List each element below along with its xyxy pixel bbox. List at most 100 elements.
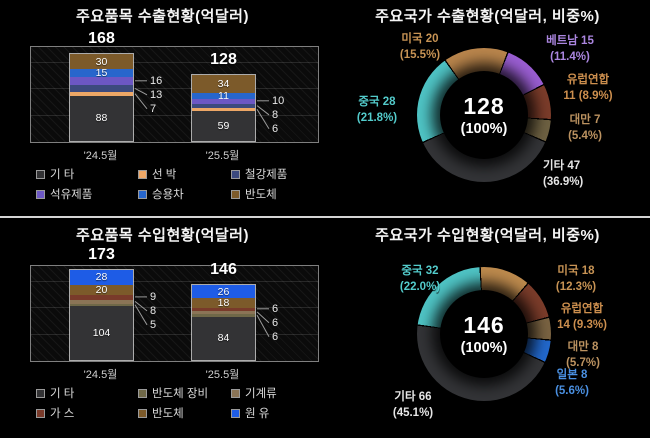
- legend-item: 반도체 장비: [138, 385, 231, 401]
- legend-swatch-icon: [138, 169, 147, 179]
- bar-total-label: 146: [210, 260, 237, 278]
- donut-slice-label: 유럽연합 14 (9.3%): [532, 301, 632, 333]
- legend-label: 반도체 장비: [152, 388, 209, 400]
- callout-value: 10: [272, 94, 285, 107]
- bar-segment: 30: [70, 53, 133, 70]
- donut-label-line: (5.6%): [555, 385, 589, 397]
- donut-label-line: (15.5%): [399, 49, 441, 61]
- donut-label-line: (11.4%): [550, 51, 590, 63]
- legend-label: 반도체: [245, 189, 277, 201]
- bar-segment-value: 26: [217, 285, 230, 298]
- callout-value: 6: [272, 316, 279, 329]
- donut-label-line: 대만 7: [569, 114, 601, 126]
- bar-segment-value: 15: [95, 67, 108, 80]
- donut-label-line: 유럽연합: [566, 74, 610, 86]
- bar-segment: 88: [70, 95, 133, 141]
- donut-label-line: 11 (8.9%): [563, 90, 613, 102]
- bar-segment: 28: [70, 270, 133, 285]
- donut-label-line: 유럽연합: [560, 303, 604, 315]
- legend-swatch-icon: [36, 189, 45, 199]
- donut-center-pct: (100%): [460, 121, 508, 137]
- donut-ring: 146 (100%): [417, 267, 551, 401]
- legend-swatch-icon: [231, 189, 240, 199]
- bar-total-label: 128: [210, 51, 237, 69]
- bar-segment: 11: [192, 89, 255, 102]
- callout-value: 6: [272, 122, 279, 135]
- bar-total-label: 173: [88, 246, 115, 264]
- callout-value: 9: [150, 290, 157, 303]
- donut-label-line: 중국 32: [401, 265, 439, 277]
- callout-value: 7: [150, 102, 157, 115]
- donut-slice-label: 중국 28 (21.8%): [329, 94, 425, 126]
- donut-label-line: 기타 66: [394, 391, 432, 403]
- legend-item: 기 타: [36, 166, 138, 182]
- legend-swatch-icon: [138, 189, 147, 199]
- gridline: [31, 333, 318, 335]
- bar-segment-value: 59: [217, 119, 230, 132]
- legend-item: 기계류: [231, 385, 324, 401]
- gridline: [31, 88, 318, 90]
- import-items-bar-chart: 104 20 28 173 9 8 5 84 18 26 146 6 6 6'24.5월 '25.5월 기 타…: [0, 219, 325, 438]
- bar-segment: [70, 294, 133, 300]
- gridline: [31, 114, 318, 116]
- donut-slice-label: 미국 20 (15.5%): [370, 31, 470, 63]
- donut-label-line: (12.3%): [555, 281, 597, 293]
- bar-segment: 104: [70, 306, 133, 360]
- bar-segment: 15: [70, 67, 133, 80]
- callout-value: 13: [150, 88, 163, 101]
- bar-segment-value: 84: [217, 332, 230, 345]
- callout-value: 6: [272, 330, 279, 343]
- legend-item: 가 스: [36, 405, 138, 421]
- donut-center: 146 (100%): [440, 290, 528, 378]
- legend-swatch-icon: [138, 408, 147, 418]
- bar-segment: 84: [192, 316, 255, 360]
- donut-slice-label: 기타 47 (36.9%): [543, 158, 643, 190]
- stacked-bar: 84 18 26: [191, 283, 256, 361]
- bar-segment: [70, 77, 133, 86]
- legend-item: 원 유: [231, 405, 324, 421]
- bar-total-label: 168: [88, 29, 115, 47]
- donut-slice-label: 대만 8 (5.7%): [533, 339, 633, 371]
- donut-center-pct: (100%): [460, 340, 508, 356]
- category-label: '25.5월: [205, 369, 240, 381]
- donut-center-value: 128: [463, 93, 505, 119]
- legend-label: 석유제품: [50, 189, 93, 201]
- donut-label-line: (22.0%): [399, 281, 441, 293]
- bar-segment: [70, 303, 133, 307]
- legend-label: 승용차: [152, 189, 184, 201]
- bar-segment: 20: [70, 285, 133, 295]
- bar-segment-value: 11: [218, 89, 229, 102]
- bar-segment-value: 30: [95, 55, 108, 68]
- legend-item: 선 박: [138, 166, 231, 182]
- stacked-bar: 88 15 30: [69, 52, 134, 142]
- donut-center: 128 (100%): [440, 71, 528, 159]
- legend-swatch-icon: [36, 169, 45, 179]
- donut-center-value: 146: [463, 312, 505, 338]
- donut-label-line: 14 (9.3%): [557, 319, 607, 331]
- bar-segment: 26: [192, 284, 255, 299]
- legend-swatch-icon: [231, 408, 240, 418]
- donut-label-line: 기타 47: [543, 160, 581, 172]
- panel-import-items: 주요품목 수입현황(억달러) 104 20 28 173 9 8 5 84 18 26 146 6 6 6…: [0, 219, 325, 438]
- panel-title: 주요품목 수입현황(억달러): [76, 227, 249, 244]
- horizontal-divider: [0, 216, 650, 218]
- bar-plot-area: 104 20 28 173 9 8 5 84 18 26 146 6 6 6: [30, 246, 319, 362]
- donut-slice-label: 베트남 15 (11.4%): [520, 33, 620, 65]
- bar-segment: [70, 92, 133, 96]
- donut-ring: 128 (100%): [417, 48, 551, 182]
- callout-value: 8: [272, 108, 279, 121]
- gridline: [31, 61, 318, 63]
- legend-label: 기 타: [50, 388, 75, 400]
- panel-title: 주요국가 수출현황(억달러, 비중%): [375, 8, 600, 25]
- bar-segment-value: 104: [92, 327, 111, 340]
- category-label: '24.5월: [83, 150, 118, 162]
- donut-label-line: 대만 8: [567, 341, 599, 353]
- legend-item: 승용차: [138, 186, 231, 202]
- callout-value: 8: [150, 304, 157, 317]
- bar-segment-value: 18: [217, 297, 230, 309]
- gridline: [31, 280, 318, 282]
- bar-segment: [192, 310, 255, 314]
- chart-legend: 기 타 선 박 철강제품 석유제품 승용차 반도체: [36, 166, 324, 202]
- donut-label-line: 미국 20: [401, 33, 439, 45]
